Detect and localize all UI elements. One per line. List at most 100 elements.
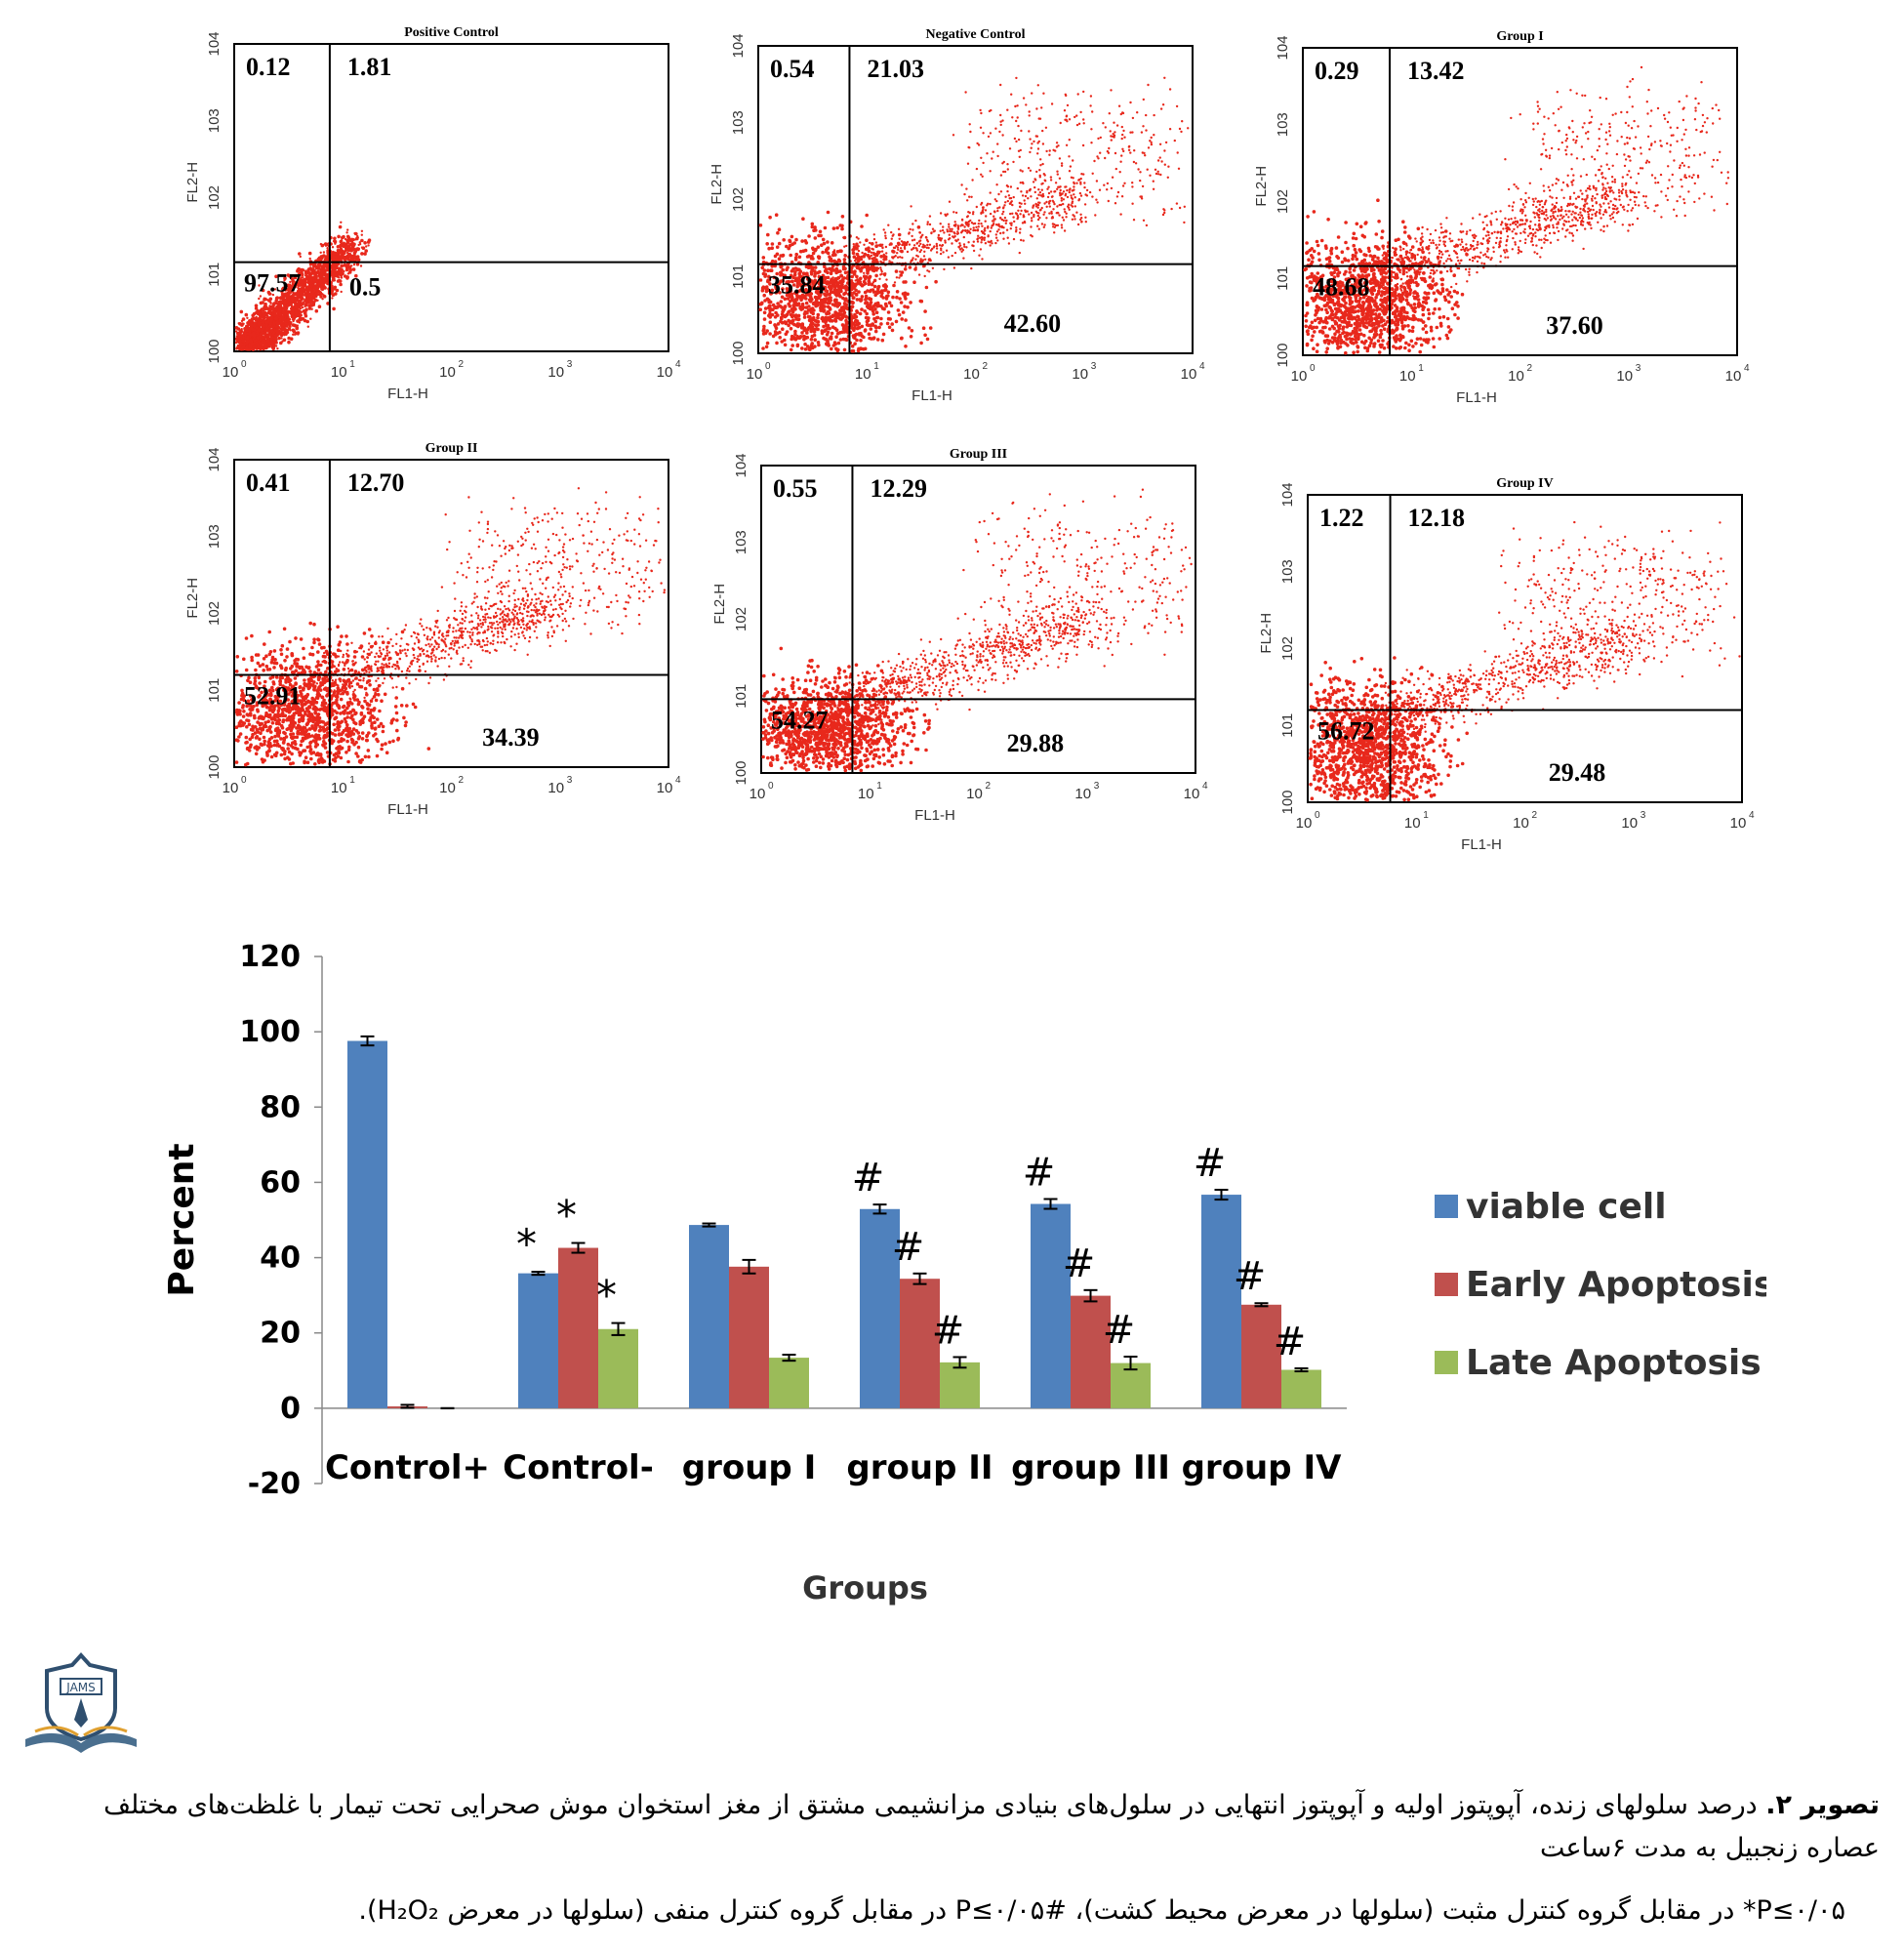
x-tick-label: 10 (1291, 368, 1308, 385)
y-axis-label: FL2-H (1258, 613, 1275, 654)
y-axis-label: FL2-H (709, 164, 725, 205)
x-axis-label: FL1-H (911, 387, 952, 404)
bar (689, 1225, 729, 1408)
quadrant-q-ll: 54.27 (771, 706, 829, 734)
bar-chart-svg: -20 0 20 40 60 80 100 120 Percent Control+ Control… (162, 940, 1774, 1606)
x-tick-label: 10 (1181, 366, 1197, 383)
bar (1241, 1304, 1281, 1408)
x-tick-exp: 2 (1527, 363, 1533, 374)
x-tick-exp: 3 (567, 775, 573, 786)
x-tick-exp: 4 (675, 359, 681, 370)
bar (769, 1358, 809, 1408)
x-tick-label: 10 (1730, 815, 1747, 832)
quadrant-q-lr: 34.39 (482, 723, 539, 752)
x-category-label: group I (682, 1448, 817, 1487)
flow-panel-group-iii: Group III 0.55 12.29 54.27 29.88 10 0 100 10 1 101… (711, 441, 1210, 836)
event-dots (1303, 65, 1730, 355)
y-tick-label: 103 (1275, 112, 1291, 137)
x-axis-label: FL1-H (1461, 836, 1502, 853)
x-tick-label: 10 (547, 364, 564, 381)
quadrant-q-ul: 0.41 (246, 468, 291, 497)
event-dots (758, 76, 1190, 353)
x-tick-exp: 2 (983, 361, 989, 372)
event-dots (761, 488, 1193, 773)
x-tick-exp: 3 (1091, 361, 1097, 372)
x-tick-exp: 1 (349, 359, 355, 370)
x-tick-exp: 3 (1094, 781, 1100, 792)
bar (1201, 1195, 1241, 1408)
flow-panel-title: Positive Control (404, 25, 499, 40)
y-tick-label: 101 (730, 264, 747, 289)
x-tick-exp: 1 (349, 775, 355, 786)
x-tick-label: 10 (1296, 815, 1313, 832)
x-tick-exp: 0 (241, 775, 247, 786)
quadrant-q-ul: 0.55 (773, 474, 818, 503)
x-category-label: group II (846, 1448, 993, 1487)
y-tick-label: 104 (206, 31, 223, 56)
quadrant-q-ur: 12.18 (1408, 504, 1466, 532)
y-tick-label: 103 (206, 524, 223, 549)
y-tick-label: 104 (733, 453, 749, 477)
quadrant-q-lr: 0.5 (349, 273, 382, 302)
bar (900, 1279, 940, 1408)
bar (598, 1328, 638, 1408)
y-tick-label: 101 (733, 684, 749, 709)
x-tick-exp: 0 (241, 359, 247, 370)
x-tick-exp: 2 (459, 359, 465, 370)
significance-mark: # (1274, 1320, 1307, 1364)
x-tick-label: 10 (858, 786, 874, 802)
flow-panel-title: Negative Control (926, 27, 1026, 42)
caption-label: تصویر ۲. (1765, 1790, 1880, 1820)
significance-mark: * (516, 1220, 537, 1268)
quadrant-q-ll: 97.57 (244, 269, 302, 298)
x-tick-exp: 0 (1315, 810, 1320, 821)
quadrant-q-ul: 0.29 (1315, 57, 1359, 85)
bar (1071, 1295, 1111, 1408)
flow-panel-group-iv: Group IV 1.22 12.18 56.72 29.48 10 0 100 10 1 101 1… (1258, 470, 1757, 866)
x-tick-label: 10 (1508, 368, 1524, 385)
quadrant-q-ur: 12.70 (347, 468, 405, 497)
significance-mark: * (556, 1192, 577, 1240)
y-tick-label: 103 (1279, 559, 1296, 584)
y-tick-label: 20 (260, 1317, 301, 1351)
figure-footnote: P≤۰/۰۵* در مقابل گروه کنترل مثبت (سلولها… (358, 1895, 1845, 1926)
significance-mark: * (596, 1272, 617, 1320)
y-tick-label: 100 (239, 1015, 301, 1049)
event-dots (234, 487, 667, 767)
x-tick-exp: 0 (768, 781, 774, 792)
significance-mark: # (892, 1225, 925, 1270)
x-tick-label: 10 (747, 366, 763, 383)
quadrant-q-ll: 52.91 (244, 682, 302, 711)
x-tick-label: 10 (1404, 815, 1421, 832)
flow-panel-negative-control: Negative Control 0.54 21.03 35.84 42.60 10 0 10… (709, 21, 1207, 417)
x-tick-label: 10 (749, 786, 766, 802)
x-tick-label: 10 (1184, 786, 1200, 802)
y-tick-label: 102 (206, 601, 223, 626)
x-tick-label: 10 (331, 780, 347, 796)
quadrant-q-ll: 35.84 (768, 271, 826, 300)
bar (1111, 1362, 1151, 1408)
significance-mark: # (932, 1308, 965, 1353)
bar (558, 1247, 598, 1408)
y-tick-label: -20 (248, 1467, 301, 1501)
y-tick-label: 80 (260, 1090, 301, 1124)
significance-mark: # (1023, 1151, 1056, 1196)
legend-swatch (1435, 1195, 1458, 1218)
y-tick-label: 102 (206, 185, 223, 210)
y-axis-title: Percent (162, 1143, 202, 1296)
y-tick-label: 102 (730, 187, 747, 212)
logo-text: JAMS (65, 1681, 96, 1694)
flow-panel-positive-control: Positive Control 0.12 1.81 97.57 0.5 10 0 100 10… (184, 20, 683, 415)
quadrant-q-ur: 1.81 (347, 53, 392, 81)
quadrant-q-ur: 21.03 (867, 55, 924, 83)
y-axis-label: FL2-H (184, 162, 201, 203)
significance-mark: # (1194, 1141, 1227, 1186)
x-tick-label: 10 (439, 780, 456, 796)
x-category-label: Control+ (325, 1448, 490, 1487)
quadrant-q-ll: 48.68 (1313, 273, 1370, 302)
caption-text: درصد سلولهای زنده، آپوپتوز اولیه و آپوپت… (103, 1790, 1880, 1863)
